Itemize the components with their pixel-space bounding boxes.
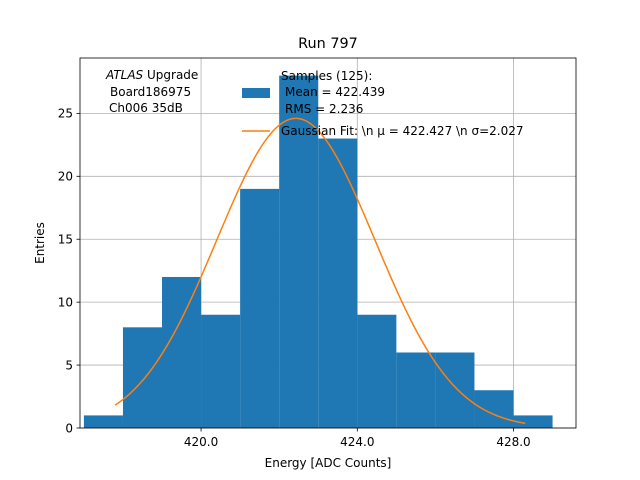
hist-bar-2 <box>162 276 202 428</box>
hist-bar-3 <box>201 314 241 428</box>
atlas-annotation: ATLAS Upgrade Board186975 Ch006 35dB <box>105 68 198 115</box>
hist-bar-0 <box>83 415 123 428</box>
legend-hist-swatch <box>242 88 270 98</box>
x-tick-label-0: 420.0 <box>184 435 218 449</box>
annotation-board: Board186975 <box>110 85 191 99</box>
y-tick-label-1: 5 <box>65 358 73 372</box>
legend-fit-label: Gaussian Fit: \n μ = 422.427 \n σ=2.027 <box>281 124 524 138</box>
y-tick-label-5: 25 <box>58 107 73 121</box>
x-tick-label-1: 424.0 <box>340 435 374 449</box>
y-axis-label: Entries <box>33 222 47 264</box>
annotation-experiment: ATLAS <box>105 68 144 82</box>
hist-bar-9 <box>435 352 475 428</box>
hist-bar-11 <box>513 415 553 428</box>
legend: Samples (125): Mean = 422.439 RMS = 2.23… <box>242 69 524 138</box>
annotation-channel: Ch006 35dB <box>109 101 183 115</box>
hist-bar-10 <box>474 390 514 428</box>
hist-bar-8 <box>396 352 436 428</box>
chart-title: Run 797 <box>298 36 358 52</box>
y-tick-label-2: 10 <box>58 295 73 309</box>
axis-ticks: 420.0 424.0 428.0 0 5 10 15 20 25 <box>58 107 531 449</box>
legend-hist-line2: Mean = 422.439 <box>285 85 385 99</box>
legend-hist-line1: Samples (125): <box>281 69 372 83</box>
x-axis-label: Energy [ADC Counts] <box>265 456 392 470</box>
svg-text:ATLAS Upgrade: ATLAS Upgrade <box>105 68 198 82</box>
hist-bar-4 <box>240 188 280 428</box>
histogram-bars <box>83 75 553 428</box>
gaussian-fit-curve <box>114 117 526 425</box>
hist-bar-7 <box>357 314 397 428</box>
hist-bar-1 <box>122 327 163 428</box>
y-tick-label-4: 20 <box>58 170 73 184</box>
legend-hist-line3: RMS = 2.236 <box>285 102 363 116</box>
y-tick-label-0: 0 <box>65 421 73 435</box>
x-tick-label-2: 428.0 <box>496 435 530 449</box>
plot-frame <box>79 57 577 429</box>
annotation-suffix: Upgrade <box>143 68 198 82</box>
hist-bar-6 <box>318 138 358 428</box>
y-tick-label-3: 15 <box>58 233 73 247</box>
hist-bar-5 <box>279 75 319 428</box>
